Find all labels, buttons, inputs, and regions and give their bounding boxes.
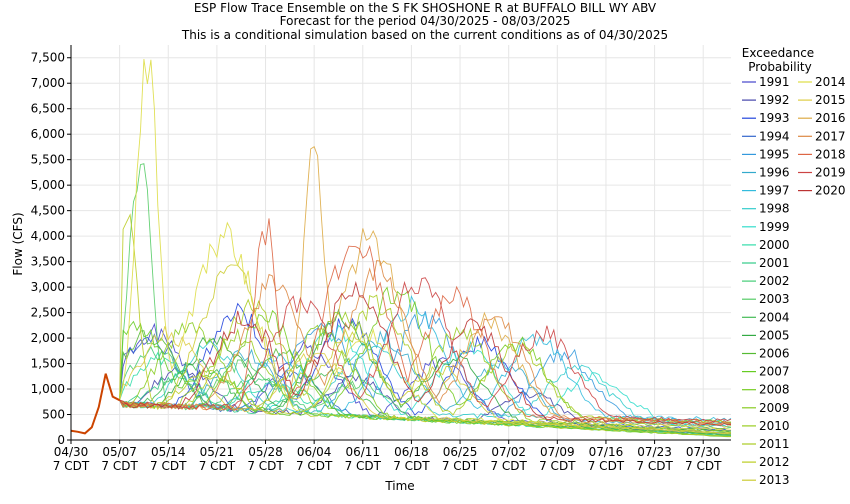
legend-label-2009: 2009 <box>759 401 790 415</box>
legend-title-line-2: Probability <box>748 60 811 74</box>
y-tick-label: 4,500 <box>31 204 65 218</box>
x-tick-sublabel: 7 CDT <box>296 459 333 473</box>
x-tick-sublabel: 7 CDT <box>393 459 430 473</box>
series-line-1998 <box>119 340 732 426</box>
series-line-2019 <box>119 277 732 423</box>
legend: 1991 1992 1993 1994 1995 1996 1997 1998 1999 2000… <box>742 75 846 487</box>
legend-title-line-1: Exceedance <box>742 46 814 60</box>
title-line-2: Forecast for the period 04/30/2025 - 08/… <box>280 14 571 28</box>
x-tick-sublabel: 7 CDT <box>636 459 673 473</box>
legend-label-2007: 2007 <box>759 365 790 379</box>
y-tick-label: 2,500 <box>31 306 65 320</box>
series-line-2015 <box>119 326 732 435</box>
series-line-2014 <box>119 59 732 431</box>
legend-label-2000: 2000 <box>759 238 790 252</box>
y-tick-label: 7,000 <box>31 76 65 90</box>
x-tick-label: 07/16 <box>589 445 624 459</box>
x-tick-label: 05/07 <box>102 445 137 459</box>
y-tick-label: 0 <box>57 433 65 447</box>
title-line-1: ESP Flow Trace Ensemble on the S FK SHOS… <box>194 1 657 15</box>
x-tick-sublabel: 7 CDT <box>588 459 625 473</box>
x-tick-label: 06/25 <box>443 445 478 459</box>
axes: 0 500 1,000 1,500 2,000 2,500 3,000 3,500 4,000 4… <box>31 45 731 473</box>
y-axis-label: Flow (CFS) <box>11 212 25 275</box>
series-line-2011 <box>119 294 731 423</box>
series-line-2012 <box>119 213 732 438</box>
legend-label-2010: 2010 <box>759 419 790 433</box>
legend-label-1992: 1992 <box>759 93 790 107</box>
legend-label-2013: 2013 <box>759 473 790 487</box>
x-tick-label: 05/14 <box>151 445 186 459</box>
y-tick-label: 4,000 <box>31 229 65 243</box>
legend-label-2019: 2019 <box>815 166 846 180</box>
y-tick-label: 6,500 <box>31 102 65 116</box>
series-lines <box>70 59 732 438</box>
legend-label-2015: 2015 <box>815 93 846 107</box>
legend-label-1998: 1998 <box>759 202 790 216</box>
legend-label-1995: 1995 <box>759 147 790 161</box>
legend-label-2005: 2005 <box>759 328 790 342</box>
x-tick-label: 04/30 <box>54 445 89 459</box>
x-tick-sublabel: 7 CDT <box>150 459 187 473</box>
legend-label-2016: 2016 <box>815 111 846 125</box>
x-tick-sublabel: 7 CDT <box>101 459 138 473</box>
y-tick-label: 7,500 <box>31 51 65 65</box>
y-tick-label: 3,500 <box>31 255 65 269</box>
series-line-2020 <box>119 280 731 426</box>
title-line-3: This is a conditional simulation based o… <box>181 28 668 42</box>
chart-title: ESP Flow Trace Ensemble on the S FK SHOS… <box>181 1 668 42</box>
legend-label-1997: 1997 <box>759 184 790 198</box>
y-tick-label: 5,500 <box>31 153 65 167</box>
series-line-2016 <box>119 146 732 428</box>
y-tick-label: 3,000 <box>31 280 65 294</box>
legend-label-1994: 1994 <box>759 129 790 143</box>
legend-label-1996: 1996 <box>759 166 790 180</box>
legend-label-2017: 2017 <box>815 129 846 143</box>
x-tick-label: 06/04 <box>297 445 332 459</box>
x-tick-label: 06/11 <box>345 445 380 459</box>
legend-label-2004: 2004 <box>759 310 790 324</box>
x-tick-sublabel: 7 CDT <box>345 459 382 473</box>
legend-label-2018: 2018 <box>815 147 846 161</box>
series-line-2018 <box>119 218 732 425</box>
x-tick-label: 05/28 <box>248 445 283 459</box>
x-tick-label: 07/30 <box>686 445 721 459</box>
legend-label-1991: 1991 <box>759 75 790 89</box>
x-tick-sublabel: 7 CDT <box>53 459 90 473</box>
legend-label-2006: 2006 <box>759 347 790 361</box>
legend-label-2014: 2014 <box>815 75 846 89</box>
y-tick-label: 5,000 <box>31 178 65 192</box>
y-tick-label: 500 <box>42 408 65 422</box>
y-tick-label: 1,500 <box>31 357 65 371</box>
legend-label-2020: 2020 <box>815 184 846 198</box>
x-tick-label: 05/21 <box>200 445 235 459</box>
legend-label-2008: 2008 <box>759 383 790 397</box>
observed-line <box>70 373 121 435</box>
legend-label-1999: 1999 <box>759 220 790 234</box>
legend-label-2002: 2002 <box>759 274 790 288</box>
y-tick-label: 6,000 <box>31 127 65 141</box>
legend-label-2012: 2012 <box>759 455 790 469</box>
x-tick-sublabel: 7 CDT <box>685 459 722 473</box>
x-tick-sublabel: 7 CDT <box>490 459 527 473</box>
legend-label-2011: 2011 <box>759 437 790 451</box>
x-tick-label: 07/09 <box>540 445 575 459</box>
series-line-2013 <box>119 264 732 434</box>
x-tick-sublabel: 7 CDT <box>539 459 576 473</box>
x-tick-label: 06/18 <box>394 445 429 459</box>
y-tick-label: 2,000 <box>31 331 65 345</box>
x-tick-label: 07/23 <box>637 445 672 459</box>
x-tick-label: 07/02 <box>491 445 526 459</box>
x-tick-sublabel: 7 CDT <box>199 459 236 473</box>
series-line-1996 <box>119 329 732 428</box>
y-tick-label: 1,000 <box>31 382 65 396</box>
legend-label-1993: 1993 <box>759 111 790 125</box>
legend-label-2003: 2003 <box>759 292 790 306</box>
x-axis-label: Time <box>384 479 414 493</box>
legend-label-2001: 2001 <box>759 256 790 270</box>
x-tick-sublabel: 7 CDT <box>247 459 284 473</box>
x-tick-sublabel: 7 CDT <box>442 459 479 473</box>
